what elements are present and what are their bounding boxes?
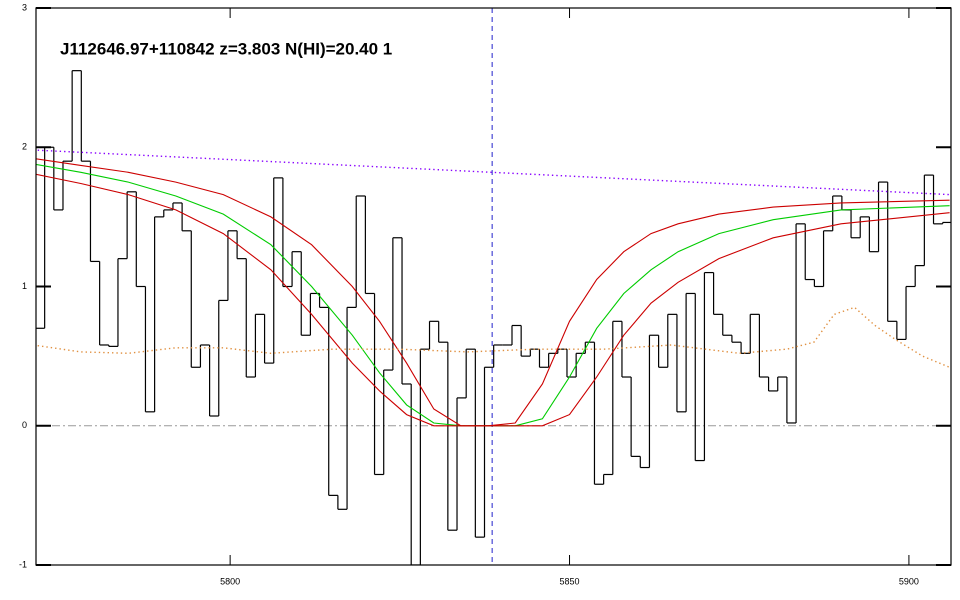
model-curve (36, 173, 950, 427)
y-tick-label: 3 (22, 2, 27, 12)
plot-area (36, 8, 951, 565)
x-tick-label: 5850 (560, 576, 580, 586)
dotted-curve (36, 149, 950, 196)
y-tick-label: 2 (22, 142, 27, 152)
dotted-curve (36, 306, 950, 368)
model-curve (36, 163, 950, 427)
y-tick-label: 1 (22, 281, 27, 291)
x-tick-label: 5800 (220, 576, 240, 586)
plot-frame (35, 7, 952, 566)
y-tick-label: -1 (19, 559, 27, 569)
y-tick-label: 0 (22, 420, 27, 430)
x-tick-label: 5900 (899, 576, 919, 586)
chart-title: J112646.97+110842 z=3.803 N(HI)=20.40 1 (60, 39, 392, 58)
model-curve (36, 158, 950, 427)
